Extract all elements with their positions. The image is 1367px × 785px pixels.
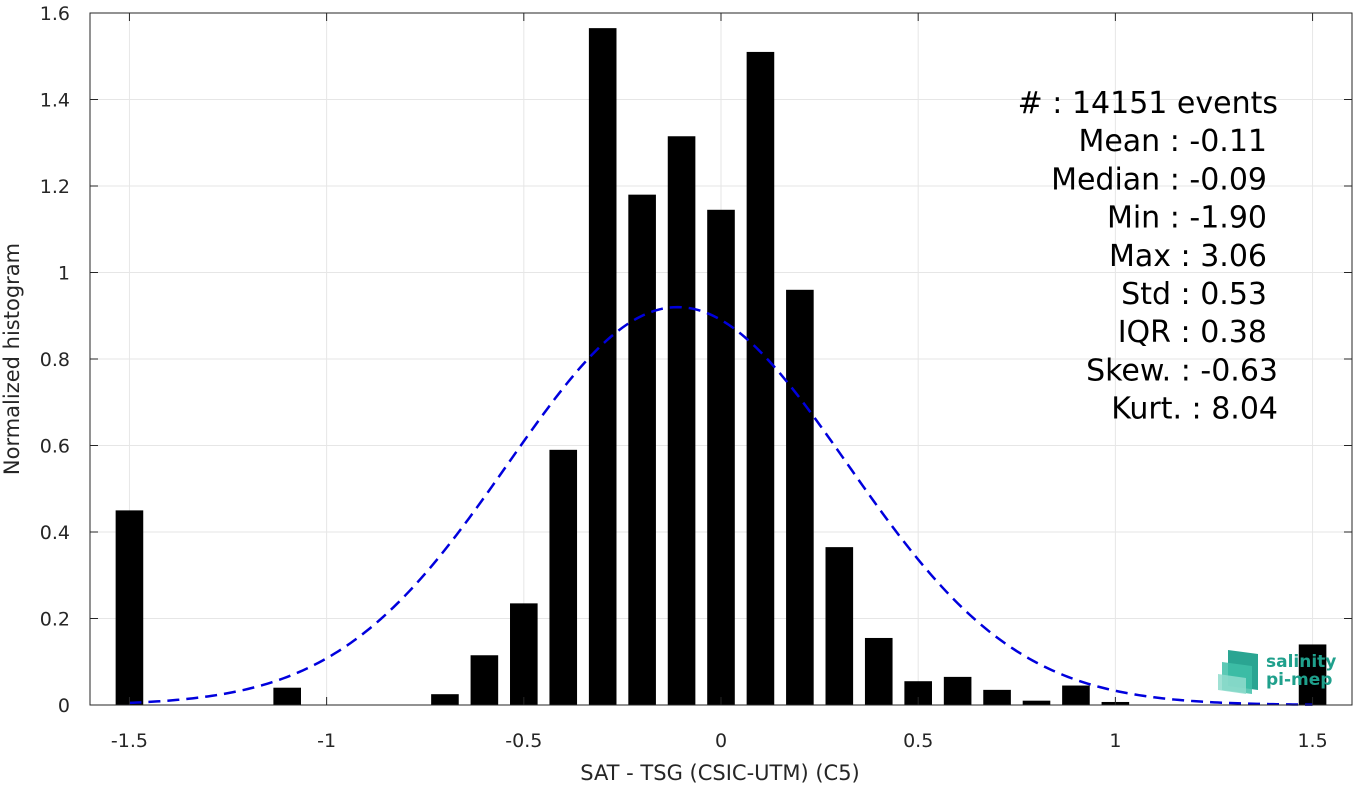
y-axis-label: Normalized histogram <box>0 243 24 475</box>
histogram-bar <box>470 655 499 705</box>
histogram-bar <box>746 51 775 706</box>
histogram-bar <box>628 194 656 705</box>
y-tick-labels: 0 0.2 0.4 0.6 0.8 1 1.2 1.4 1.6 <box>40 3 70 717</box>
y-tick-label: 1.2 <box>40 176 70 198</box>
x-tick-label: 0 <box>715 730 727 752</box>
x-tick-label: -1.5 <box>111 730 148 752</box>
stat-line: Max : 3.06 <box>1109 239 1267 274</box>
histogram-bar <box>707 209 735 705</box>
y-tick-label: 1 <box>58 263 70 285</box>
y-tick-label: 1.6 <box>40 3 70 25</box>
x-axis-label: SAT - TSG (CSIC-UTM) (C5) <box>580 761 860 785</box>
histogram-bars <box>115 28 1327 706</box>
stat-line: Std : 0.53 <box>1121 277 1267 312</box>
stat-line: # : 14151 events <box>1018 86 1278 121</box>
x-tick-label: 1 <box>1109 730 1121 752</box>
x-tick-label: 1.5 <box>1297 730 1327 752</box>
x-tick-label: -0.5 <box>505 730 542 752</box>
stat-line: Min : -1.90 <box>1107 201 1267 236</box>
y-tick-label: 1.4 <box>40 90 70 112</box>
stat-line: Mean : -0.11 <box>1078 124 1267 159</box>
histogram-bar <box>825 547 854 705</box>
histogram-bar <box>786 289 814 705</box>
histogram-bar <box>510 603 538 705</box>
histogram-bar <box>273 687 301 705</box>
histogram-bar <box>431 694 459 705</box>
x-tick-label: -1 <box>317 730 336 752</box>
stat-line: Skew. : -0.63 <box>1086 353 1278 388</box>
histogram-bar <box>1022 700 1051 705</box>
y-tick-label: 0.6 <box>40 436 70 458</box>
histogram-bar <box>667 136 696 705</box>
y-tick-label: 0.4 <box>40 522 70 544</box>
histogram-bar <box>1298 644 1327 705</box>
histogram-bar <box>864 637 893 705</box>
y-tick-label: 0.2 <box>40 609 70 631</box>
y-tick-label: 0 <box>58 695 70 717</box>
stat-line: IQR : 0.38 <box>1118 315 1267 350</box>
x-tick-labels: -1.5 -1 -0.5 0 0.5 1 1.5 <box>111 730 1328 752</box>
salinity-pi-mep-logo: salinity pi-mep <box>1218 650 1336 694</box>
histogram-bar <box>983 689 1011 705</box>
histogram-bar <box>943 676 972 705</box>
logo-line-1: salinity <box>1266 652 1336 672</box>
x-tick-label: 0.5 <box>903 730 933 752</box>
stat-line: Median : -0.09 <box>1051 162 1267 197</box>
stat-line: Kurt. : 8.04 <box>1111 392 1278 427</box>
histogram-bar <box>115 510 144 705</box>
histogram-bar <box>549 449 578 705</box>
axis-ticks <box>90 12 1352 706</box>
logo-line-2: pi-mep <box>1266 670 1332 690</box>
y-tick-label: 0.8 <box>40 349 70 371</box>
histogram-bar <box>904 681 932 705</box>
histogram-bar <box>1062 685 1090 705</box>
histogram-bar <box>588 28 617 705</box>
logo-mark-icon <box>1218 650 1258 694</box>
